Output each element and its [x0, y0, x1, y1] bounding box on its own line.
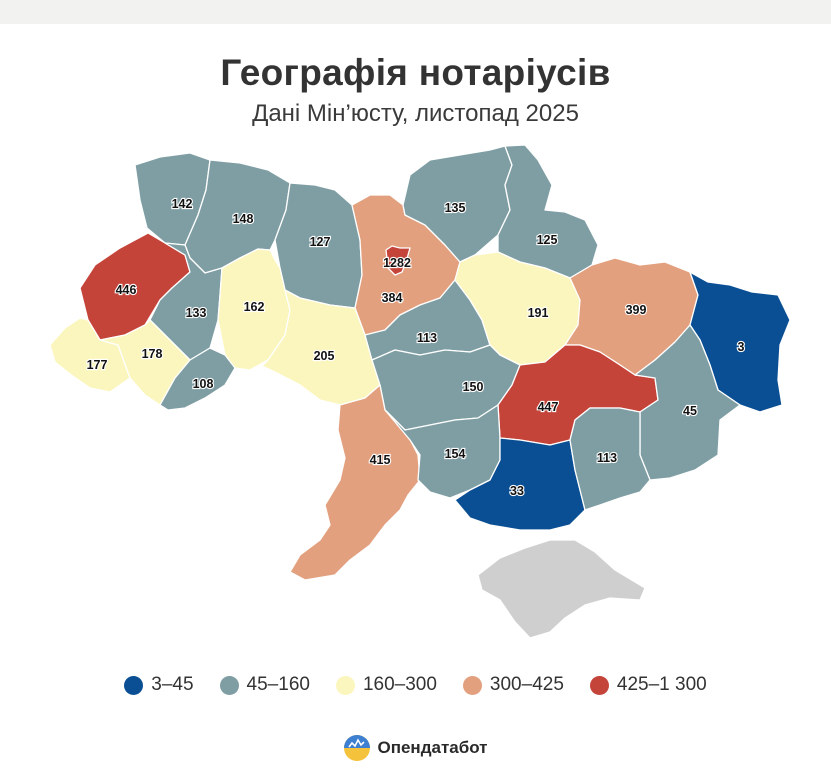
legend-item: 45–160: [219, 674, 310, 696]
page-title: Географія нотаріусів: [220, 52, 611, 93]
legend-label: 3–45: [151, 674, 194, 695]
region-value-label: 45: [683, 404, 697, 418]
legend-label: 425–1 300: [616, 674, 707, 695]
brand: Опендатабот: [0, 734, 831, 762]
brand-name: Опендатабот: [377, 738, 488, 757]
legend-swatch: [335, 675, 355, 695]
region-value-label: 125: [537, 233, 558, 247]
region-sumy: [497, 144, 599, 279]
legend-item: 300–425: [462, 674, 564, 696]
region-value-label: 415: [370, 453, 391, 467]
region-value-label: 113: [597, 451, 617, 465]
legend-item: 160–300: [335, 674, 437, 696]
region-value-label: 154: [445, 447, 466, 461]
legend-label: 45–160: [246, 674, 310, 695]
region-kherson: [454, 437, 586, 531]
legend-item: 425–1 300: [589, 674, 707, 696]
region-value-label: 142: [172, 197, 193, 211]
region-value-label: 384: [382, 291, 403, 305]
region-value-label: 108: [193, 377, 214, 391]
region-value-label: 148: [233, 212, 254, 226]
top-bar: [0, 0, 831, 24]
region-chernivtsi: [159, 347, 236, 411]
region-value-label: 135: [445, 201, 466, 215]
region-value-label: 133: [186, 306, 207, 320]
region-value-label: 399: [626, 303, 647, 317]
legend-label: 300–425: [489, 674, 564, 695]
region-value-label: 191: [528, 306, 549, 320]
region-value-label: 113: [417, 331, 437, 345]
legend-swatch: [462, 675, 482, 695]
page-subtitle: Дані Мін’юсту, листопад 2025: [252, 100, 579, 127]
region-value-label: 150: [463, 380, 484, 394]
opendatabot-logo-icon: [344, 735, 371, 761]
legend-label: 160–300: [362, 674, 437, 695]
region-value-label: 3: [738, 340, 745, 354]
legend-swatch: [219, 675, 239, 695]
region-value-label: 33: [510, 484, 524, 498]
region-value-label: 446: [116, 283, 137, 297]
region-value-label: 162: [244, 300, 265, 314]
region-value-label: 127: [310, 235, 331, 249]
ukraine-map: 142 148 127 384 1282 135 125 446 133 162 205 113 191…: [49, 144, 791, 639]
region-value-label: 1282: [383, 256, 411, 270]
legend-item: 3–45: [124, 674, 194, 696]
region-value-label: 205: [314, 349, 335, 363]
legend-swatch: [589, 675, 609, 695]
region-kyiv-city: [385, 245, 411, 276]
legend: 3–45 45–160 160–300 300–425 425–1 300: [0, 674, 831, 696]
region-value-label: 177: [87, 358, 108, 372]
region-value-label: 178: [142, 347, 163, 361]
region-zaporizhzhia: [569, 407, 651, 511]
region-value-label: 447: [538, 400, 559, 414]
region-crimea: [477, 539, 646, 639]
legend-swatch: [124, 675, 144, 695]
